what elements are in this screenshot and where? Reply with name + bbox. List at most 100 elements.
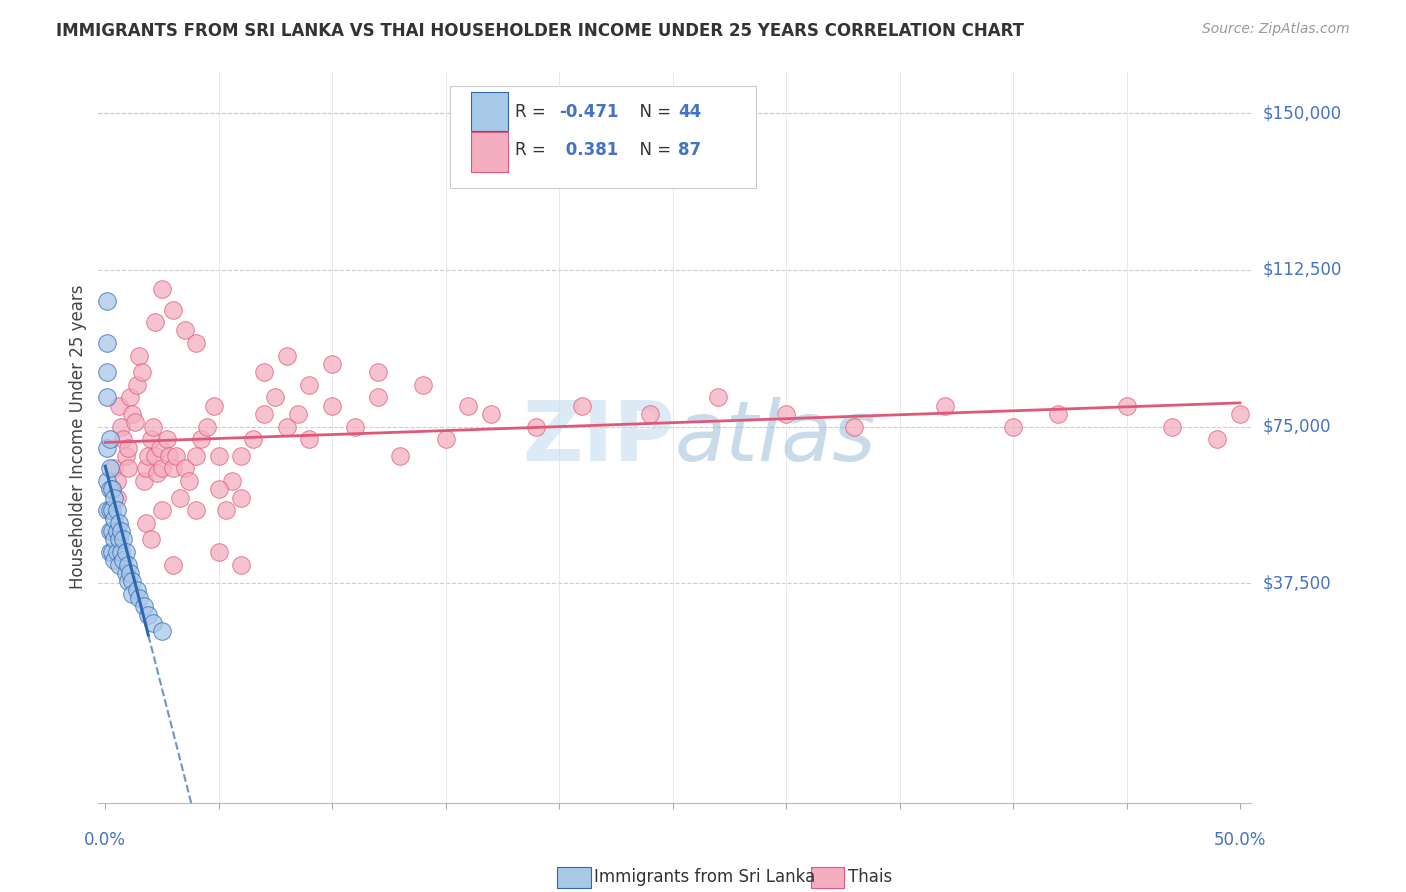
Point [150,461,173,475]
Point [105,474,128,488]
Text: N =: N = [628,103,676,121]
Text: Thais: Thais [848,869,891,887]
Point [165,449,187,463]
Point [434,432,457,446]
Point [98,432,121,446]
Point [179,474,201,488]
Point [120,566,142,580]
Point [190,432,212,446]
Point [114,566,136,580]
Point [96,503,118,517]
Point [162,461,184,475]
Text: ZIP: ZIP [523,397,675,477]
Text: $112,500: $112,500 [1263,260,1341,279]
Point [934,399,956,413]
Point [184,336,207,351]
Point [479,407,502,421]
Y-axis label: Householder Income Under 25 years: Householder Income Under 25 years [69,285,87,590]
Point [101,524,124,538]
Point [1002,419,1025,434]
FancyBboxPatch shape [471,92,508,131]
Point [526,419,548,434]
Text: 44: 44 [678,103,702,121]
Point [143,315,166,329]
Point [208,545,231,559]
Point [103,553,125,567]
Point [1161,419,1184,434]
Point [142,616,165,631]
Text: $75,000: $75,000 [1263,417,1331,435]
Point [150,503,173,517]
Point [96,365,118,379]
Point [112,553,135,567]
Point [149,441,172,455]
Point [253,407,276,421]
Point [135,461,157,475]
Point [298,377,321,392]
Point [162,302,184,317]
Point [457,399,479,413]
Point [844,419,866,434]
Point [112,432,135,446]
Point [173,461,195,475]
Point [638,407,661,421]
Point [253,365,276,379]
Text: 50.0%: 50.0% [1213,830,1267,848]
Point [184,503,207,517]
Point [98,461,121,475]
Point [110,524,132,538]
Point [96,441,118,455]
Point [231,449,253,463]
Point [98,503,121,517]
Point [367,365,389,379]
Point [96,390,118,404]
Text: $37,500: $37,500 [1263,574,1331,592]
Point [105,491,128,505]
Point [96,294,118,309]
Point [208,449,231,463]
Point [184,449,207,463]
Point [105,524,128,538]
Point [128,349,150,363]
Point [108,516,131,530]
Point [128,591,150,605]
Point [125,582,148,597]
FancyBboxPatch shape [471,132,508,171]
Point [150,282,173,296]
Point [96,336,118,351]
Point [121,574,143,589]
Point [287,407,309,421]
Point [707,390,730,404]
Text: 87: 87 [678,141,702,160]
Point [117,558,139,572]
Text: R =: R = [515,103,551,121]
Point [103,533,125,547]
Point [108,399,131,413]
Point [108,558,131,572]
Text: N =: N = [628,141,676,160]
Point [103,511,125,525]
Point [242,432,264,446]
Point [132,599,155,614]
Point [105,545,128,559]
Point [105,503,128,517]
Point [117,574,139,589]
Point [117,441,139,455]
Point [114,449,136,463]
Point [138,449,160,463]
Text: Source: ZipAtlas.com: Source: ZipAtlas.com [1202,22,1350,37]
Point [162,558,184,572]
Point [195,419,218,434]
Text: 0.381: 0.381 [560,141,617,160]
Point [150,624,173,639]
Point [143,449,166,463]
Point [389,449,412,463]
Point [208,483,231,497]
FancyBboxPatch shape [557,867,591,888]
Point [1047,407,1070,421]
Point [101,483,124,497]
Point [276,349,298,363]
Point [120,390,142,404]
Point [157,449,180,463]
Point [110,419,132,434]
